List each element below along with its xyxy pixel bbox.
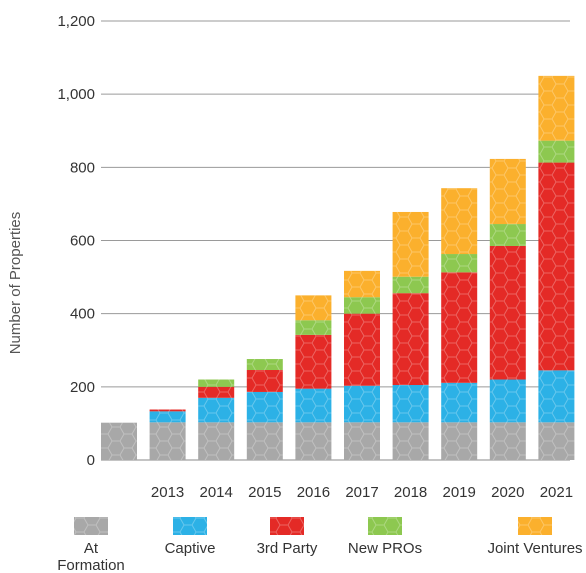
bar-segment-texture <box>295 334 332 389</box>
y-tick-label: 400 <box>70 306 95 323</box>
legend-swatch-texture <box>518 517 552 535</box>
y-tick-label: 1,000 <box>57 86 95 103</box>
y-tick-label: 200 <box>70 379 95 396</box>
x-tick-label: 2016 <box>297 484 330 501</box>
bar-segment-texture <box>392 293 429 386</box>
bar-segment-texture <box>489 245 526 380</box>
legend-swatch-texture <box>270 517 304 535</box>
y-tick-label: 800 <box>70 159 95 176</box>
bar-segment-texture <box>538 75 575 141</box>
bar-segment-texture <box>441 382 478 423</box>
legend-swatch-texture <box>368 517 402 535</box>
legend-swatch-texture <box>173 517 207 535</box>
bar-segment-texture <box>344 313 380 386</box>
bar-segment-texture <box>538 370 575 423</box>
bar-segment-texture <box>198 397 235 423</box>
legend-label: Formation <box>57 557 125 573</box>
bar-segment-texture <box>441 188 478 255</box>
y-axis-label: Number of Properties <box>7 212 24 355</box>
x-tick-label: 2020 <box>491 484 524 501</box>
y-tick-label: 600 <box>70 233 95 250</box>
bar-segment-texture <box>246 359 283 371</box>
bar-segment-texture <box>392 211 429 277</box>
legend-label: Joint Ventures <box>487 540 582 557</box>
bar-segment-texture <box>538 422 575 460</box>
bar-segment-texture <box>489 422 526 460</box>
bar-segment-texture <box>538 140 575 163</box>
bar-segment-texture <box>198 386 235 398</box>
bar-segment-texture <box>198 379 235 387</box>
bar-segment-texture <box>489 158 526 225</box>
bar-segment-texture <box>246 422 283 460</box>
x-tick-label: 2021 <box>540 484 573 501</box>
bar-segment-texture <box>344 422 380 460</box>
bar-segment-texture <box>538 162 575 371</box>
x-tick-label: 2017 <box>345 484 378 501</box>
bar-segment-texture <box>489 379 526 423</box>
bar-segment-texture <box>198 422 235 460</box>
x-axis: 2013 2014 2015 2016 2017 2018 2019 2020 2021 <box>151 484 573 501</box>
bars <box>101 75 575 460</box>
bar-segment-texture <box>149 411 186 423</box>
bar-segment-texture <box>149 409 186 412</box>
x-tick-label: 2015 <box>248 484 281 501</box>
bar-segment-texture <box>441 254 478 273</box>
x-tick-label: 2014 <box>200 484 233 501</box>
bar-segment-texture <box>295 422 332 460</box>
y-tick-label: 0 <box>87 452 95 469</box>
y-tick-label: 1,200 <box>57 13 95 30</box>
bar-segment-texture <box>344 270 380 298</box>
y-axis: 0 200 400 600 800 1,000 1,200 <box>57 13 95 469</box>
bar-segment-texture <box>246 370 283 392</box>
bar-segment-texture <box>101 422 137 460</box>
bar-segment-texture <box>392 422 429 460</box>
legend-label: Captive <box>165 540 216 557</box>
bar-segment-texture <box>344 385 380 423</box>
bar-segment-texture <box>295 388 332 423</box>
bar-segment-texture <box>295 320 332 335</box>
bar-segment-texture <box>392 276 429 294</box>
legend-swatch-texture <box>74 517 108 535</box>
legend-label: New PROs <box>348 540 422 557</box>
bar-segment-texture <box>441 272 478 383</box>
gridlines <box>101 20 570 461</box>
x-tick-label: 2018 <box>394 484 427 501</box>
legend-label: 3rd Party <box>257 540 318 557</box>
x-tick-label: 2013 <box>151 484 184 501</box>
x-tick-label: 2019 <box>443 484 476 501</box>
bar-segment-texture <box>246 391 283 423</box>
bar-segment-texture <box>344 297 380 314</box>
bar-segment-texture <box>149 422 186 460</box>
legend-label: At <box>84 540 99 557</box>
bar-segment-texture <box>489 224 526 246</box>
bar-segment-texture <box>441 422 478 460</box>
bar-segment-texture <box>295 295 332 321</box>
bar-segment-texture <box>392 385 429 423</box>
